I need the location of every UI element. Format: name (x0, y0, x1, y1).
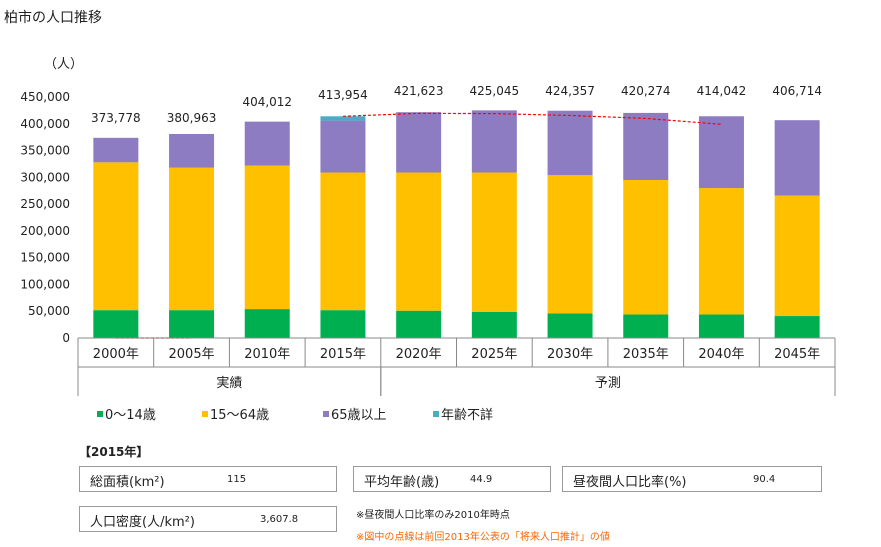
y-unit-label: （人） (44, 57, 84, 72)
note-daynight: ※昼夜間人口比率のみ2010年時点 (356, 510, 510, 521)
note-dotted-line: ※図中の点線は前回2013年公表の「将来人口推計」の値 (356, 532, 610, 543)
bar-segment (698, 188, 744, 315)
bar-segment (698, 314, 744, 338)
legend-label: 年齢不詳 (441, 407, 493, 423)
y-tick-label: 250,000 (20, 197, 70, 211)
category-label: 2045年 (774, 347, 820, 362)
bar-segment (244, 165, 290, 310)
bar-segment (320, 120, 366, 173)
y-tick-label: 300,000 (20, 170, 70, 184)
area-label: 総面積(km²) (90, 475, 165, 490)
legend-swatch (97, 411, 103, 417)
category-label: 2015年 (320, 347, 366, 362)
bar-segment (320, 116, 366, 121)
bar-segment (471, 110, 517, 173)
legend-swatch (202, 411, 208, 417)
bar-segment (396, 310, 442, 338)
legend-swatch (433, 411, 439, 417)
bar-segment (396, 172, 442, 311)
bar-segment (623, 314, 669, 338)
group-label: 実績 (216, 375, 242, 391)
area-box: 総面積(km²) 115 (79, 466, 337, 492)
legend-label: 15〜64歳 (210, 408, 269, 423)
y-tick-label: 50,000 (28, 304, 70, 318)
category-label: 2025年 (471, 347, 517, 362)
bar-segment (244, 309, 290, 338)
density-label: 人口密度(人/km²) (90, 515, 195, 530)
category-label: 2000年 (93, 347, 139, 362)
y-tick-label: 200,000 (20, 224, 70, 238)
bar-segment (93, 162, 139, 311)
y-tick-label: 0 (62, 331, 70, 345)
total-label: 404,012 (242, 95, 292, 109)
bar-segment (320, 310, 366, 338)
category-label: 2030年 (547, 347, 593, 362)
total-label: 406,714 (772, 84, 822, 98)
info-year-label: 【2015年】 (79, 445, 149, 459)
bar-segment (244, 121, 290, 166)
legend-swatch (323, 411, 329, 417)
density-value: 3,607.8 (260, 514, 299, 525)
bar-segment (623, 112, 669, 181)
avg-age-value: 44.9 (470, 474, 493, 485)
total-label: 414,042 (697, 84, 747, 98)
category-label: 2020年 (396, 347, 442, 362)
bar-segment (93, 137, 139, 163)
bar-segment (396, 112, 442, 173)
page-title: 柏市の人口推移 (4, 10, 102, 26)
category-label: 2005年 (169, 347, 215, 362)
bar-segment (169, 310, 215, 338)
bar-segment (471, 172, 517, 312)
legend-label: 0〜14歳 (105, 408, 156, 423)
y-tick-label: 400,000 (20, 117, 70, 131)
bar-segment (320, 172, 366, 311)
bar-segment (547, 313, 593, 338)
bar-segment (774, 120, 820, 196)
y-tick-label: 100,000 (20, 277, 70, 291)
daynight-value: 90.4 (753, 474, 776, 485)
daynight-label: 昼夜間人口比率(%) (573, 475, 687, 490)
bar-segment (547, 175, 593, 314)
total-label: 373,778 (91, 111, 141, 125)
total-label: 380,963 (167, 111, 217, 125)
bar-segment (471, 311, 517, 338)
total-label: 420,274 (621, 84, 671, 98)
legend-label: 65歳以上 (331, 408, 387, 423)
bar-segment (698, 116, 744, 189)
total-label: 413,954 (318, 88, 368, 102)
bar-segment (169, 167, 215, 311)
y-tick-label: 350,000 (20, 144, 70, 158)
density-box: 人口密度(人/km²) 3,607.8 (79, 506, 337, 532)
category-label: 2040年 (698, 347, 744, 362)
group-label: 予測 (595, 376, 621, 391)
previous-projection-line (342, 112, 722, 125)
bar-segment (774, 195, 820, 317)
avg-age-label: 平均年齢(歳) (364, 475, 440, 490)
daynight-box: 昼夜間人口比率(%) 90.4 (562, 466, 822, 492)
total-label: 424,357 (545, 84, 595, 98)
category-label: 2035年 (623, 347, 669, 362)
bar-segment (169, 133, 215, 168)
bar-segment (93, 310, 139, 338)
bar-segment (774, 316, 820, 338)
category-label: 2010年 (244, 347, 290, 362)
y-tick-label: 150,000 (20, 251, 70, 265)
total-label: 425,045 (470, 84, 520, 98)
avg-age-box: 平均年齢(歳) 44.9 (353, 466, 551, 492)
bar-segment (623, 180, 669, 315)
total-label: 421,623 (394, 84, 444, 98)
bar-segment (547, 110, 593, 176)
area-value: 115 (227, 474, 247, 485)
y-tick-label: 450,000 (20, 90, 70, 104)
